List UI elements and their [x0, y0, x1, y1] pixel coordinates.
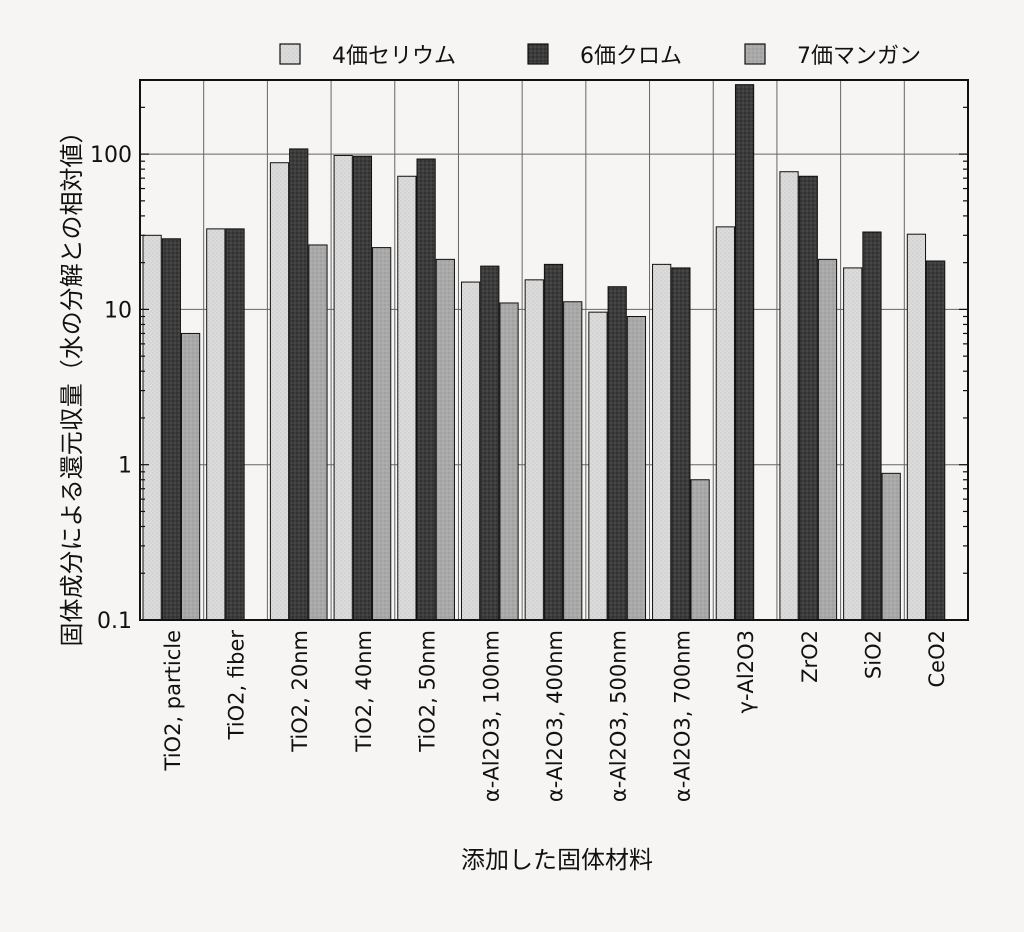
- legend-swatch: [279, 43, 301, 65]
- bar-3-1: [180, 332, 201, 621]
- bar-1-9: [652, 263, 672, 621]
- bar-3-6: [499, 302, 519, 621]
- bar-2-1: [161, 238, 181, 621]
- y-tick-label: 0.1: [97, 609, 132, 634]
- bar-1-4: [333, 154, 353, 621]
- bar-1-1: [142, 234, 162, 621]
- bar-3-8: [626, 316, 647, 621]
- bar-1-7: [524, 279, 544, 621]
- x-tick-label: TiO2, 50nm: [416, 630, 440, 753]
- legend-label: 6価クロム: [580, 44, 682, 69]
- y-tick-label: 100: [90, 143, 132, 168]
- bar-3-3: [308, 244, 328, 621]
- bar-2-13: [926, 260, 946, 621]
- bar-3-12: [881, 472, 901, 621]
- x-tick-label: α-Al2O3, 400nm: [543, 630, 567, 802]
- x-tick-label: γ-Al2O3: [734, 630, 758, 713]
- bar-1-11: [779, 171, 799, 621]
- x-axis-tick-labels: TiO2, particle TiO2, fiber TiO2, 20nm TiO2,…: [161, 630, 949, 802]
- plot-frame: [139, 79, 969, 621]
- y-axis-ticks: 0.1 1 10 100: [90, 79, 968, 634]
- bar-1-2: [206, 228, 226, 621]
- bars: [142, 84, 946, 621]
- bar-2-7: [543, 263, 564, 621]
- x-tick-label: α-Al2O3, 500nm: [607, 630, 631, 802]
- bar-3-7: [563, 301, 583, 621]
- bar-1-3: [269, 162, 290, 621]
- legend-swatch: [744, 43, 766, 65]
- x-tick-label: TiO2, 20nm: [288, 630, 312, 753]
- x-tick-label: α-Al2O3, 100nm: [479, 630, 503, 802]
- x-tick-label: TiO2, 40nm: [352, 630, 376, 753]
- x-tick-label: TiO2, particle: [161, 630, 185, 771]
- bar-1-13: [906, 233, 927, 621]
- legend-swatch: [527, 43, 549, 65]
- x-tick-label: α-Al2O3, 700nm: [670, 630, 694, 802]
- bar-2-12: [862, 231, 882, 621]
- x-tick-label: SiO2: [861, 630, 885, 679]
- bar-2-6: [480, 265, 500, 621]
- bar-1-12: [843, 267, 863, 621]
- y-tick-label: 10: [104, 298, 132, 323]
- legend: 4価セリウム 6価クロム 7価マンガン: [279, 43, 921, 69]
- x-tick-label: TiO2, fiber: [225, 630, 249, 741]
- bar-2-3: [289, 148, 309, 621]
- bar-1-8: [588, 311, 608, 621]
- bar-2-10: [734, 84, 755, 621]
- x-axis-label: 添加した固体材料: [461, 846, 653, 874]
- legend-label: 7価マンガン: [797, 44, 921, 69]
- bar-3-9: [690, 479, 710, 621]
- y-axis-label: 固体成分による還元収量（水の分解との相対値）: [58, 119, 86, 646]
- bar-1-6: [460, 281, 481, 621]
- bar-1-10: [715, 226, 735, 621]
- bar-2-2: [225, 228, 245, 621]
- legend-label: 4価セリウム: [332, 44, 456, 69]
- bar-2-4: [352, 155, 373, 621]
- x-tick-label: ZrO2: [798, 630, 822, 683]
- bar-2-8: [607, 286, 627, 621]
- bar-1-5: [397, 175, 417, 621]
- bar-3-5: [435, 258, 455, 621]
- bar-3-4: [372, 247, 392, 621]
- bar-2-5: [416, 158, 436, 621]
- x-tick-label: CeO2: [925, 630, 949, 687]
- y-tick-label: 1: [118, 454, 132, 479]
- bar-2-9: [671, 267, 691, 621]
- bar-3-11: [817, 258, 838, 621]
- bar-2-11: [798, 175, 818, 621]
